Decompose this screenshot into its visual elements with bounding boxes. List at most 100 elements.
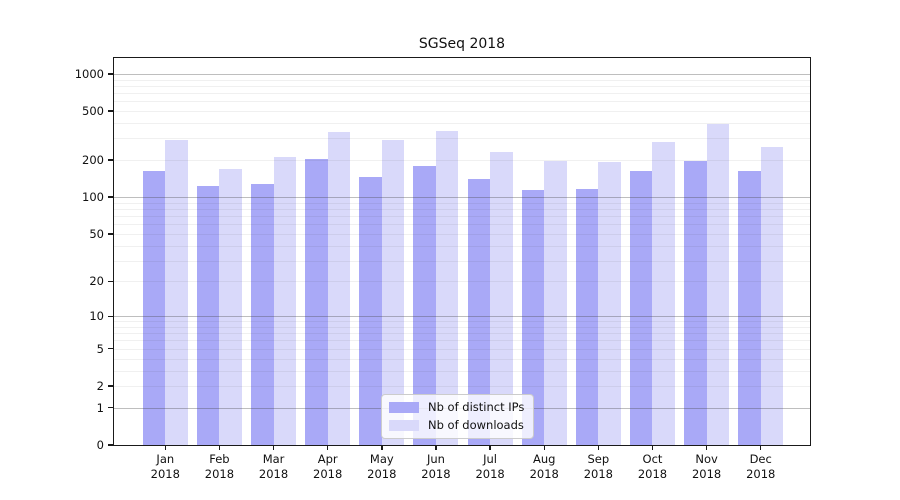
x-tick-label: Jun 2018 (421, 452, 451, 481)
gridline-minor (114, 79, 810, 81)
legend: Nb of distinct IPs Nb of downloads (381, 394, 535, 439)
y-axis-tick (108, 280, 113, 283)
y-axis-tick (108, 73, 113, 75)
x-tick-label: Sep 2018 (583, 452, 613, 481)
y-tick-label: 100 (82, 190, 104, 205)
x-axis-tick (760, 445, 762, 450)
x-tick-label: Jan 2018 (150, 452, 180, 481)
x-axis-tick (597, 445, 600, 450)
y-axis-tick (108, 315, 113, 317)
bar-distinct-ips (684, 160, 707, 445)
gridline-minor (114, 160, 810, 162)
legend-label-distinct-ips: Nb of distinct IPs (428, 400, 525, 414)
gridline-minor (114, 333, 810, 335)
gridline-minor (114, 326, 810, 328)
bar-downloads (273, 156, 297, 445)
y-axis-tick (108, 196, 113, 198)
gridline-major (114, 197, 810, 199)
bar-distinct-ips (467, 178, 491, 445)
gridline-major (114, 73, 810, 75)
y-axis-tick (108, 385, 113, 387)
gridline-minor (114, 233, 810, 235)
bar-downloads (598, 161, 621, 445)
gridline-minor (114, 385, 810, 387)
legend-swatch-downloads (389, 419, 419, 431)
bar-distinct-ips (738, 171, 761, 445)
x-tick-label: Aug 2018 (529, 452, 559, 481)
bar-downloads (490, 152, 513, 445)
x-axis-tick (272, 445, 275, 450)
bar-downloads (544, 160, 567, 445)
y-axis-tick (108, 444, 113, 446)
gridline-minor (114, 281, 810, 283)
bar-distinct-ips (196, 186, 220, 445)
y-axis-tick (108, 348, 113, 350)
bar-distinct-ips (521, 190, 545, 445)
bar-distinct-ips (413, 166, 436, 445)
bar-downloads (381, 140, 405, 445)
gridline-minor (114, 245, 810, 247)
bar-distinct-ips (142, 171, 166, 445)
gridline-minor (114, 123, 810, 125)
y-tick-label: 200 (82, 153, 104, 168)
x-axis-tick (218, 445, 221, 450)
gridline-minor (114, 321, 810, 323)
x-tick-label: Feb 2018 (204, 452, 235, 481)
x-tick-label: Jul 2018 (475, 452, 505, 481)
x-axis-tick (489, 445, 491, 450)
y-axis-tick (108, 233, 113, 235)
bar-distinct-ips (629, 171, 653, 445)
bar-distinct-ips (251, 183, 274, 445)
x-axis-tick (651, 445, 654, 450)
x-tick-label: May 2018 (367, 452, 397, 481)
bar-downloads (327, 131, 351, 445)
gridline-minor (114, 216, 810, 218)
gridline-minor (114, 111, 810, 113)
y-tick-label: 50 (89, 226, 104, 241)
x-axis-tick (381, 445, 383, 450)
gridline-major (114, 316, 810, 318)
y-tick-label: 1 (96, 400, 104, 415)
bar-downloads (165, 139, 188, 445)
bar-distinct-ips (305, 159, 328, 445)
gridline-minor (114, 101, 810, 103)
gridline-minor (114, 370, 810, 372)
gridline-minor (114, 202, 810, 204)
bar-distinct-ips (359, 176, 382, 445)
bar-downloads (760, 146, 784, 445)
x-tick-label: Oct 2018 (637, 452, 668, 481)
plot-area: Nb of distinct IPs Nb of downloads (112, 56, 811, 446)
bar-distinct-ips (575, 189, 599, 445)
gridline-minor (114, 85, 810, 87)
legend-label-downloads: Nb of downloads (428, 418, 524, 432)
y-tick-label: 500 (82, 104, 104, 119)
gridline-minor (114, 208, 810, 210)
y-tick-label: 2 (96, 378, 104, 393)
x-tick-label: Nov 2018 (691, 452, 722, 481)
y-axis-tick (108, 110, 113, 112)
x-tick-label: Apr 2018 (313, 452, 343, 481)
bar-downloads (706, 124, 730, 445)
y-axis-tick (108, 159, 113, 161)
gridline-minor (114, 260, 810, 262)
legend-item-downloads: Nb of downloads (389, 418, 524, 432)
gridline-minor (114, 348, 810, 350)
x-axis-tick (543, 445, 545, 450)
gridline-minor (114, 224, 810, 226)
x-axis-tick (435, 445, 437, 450)
bar-downloads (652, 142, 675, 445)
chart-title: SGSeq 2018 (418, 36, 506, 52)
y-tick-label: 20 (89, 274, 104, 289)
x-axis-tick (705, 445, 708, 450)
x-tick-label: Dec 2018 (746, 452, 776, 481)
gridline-minor (114, 358, 810, 360)
x-tick-label: Mar 2018 (258, 452, 289, 481)
x-axis-tick (164, 445, 166, 450)
legend-swatch-distinct-ips (389, 401, 419, 413)
gridline-minor (114, 138, 810, 140)
bar-downloads (435, 131, 459, 445)
bar-downloads (219, 168, 242, 445)
legend-item-distinct-ips: Nb of distinct IPs (389, 400, 524, 414)
y-axis-tick (108, 407, 113, 409)
